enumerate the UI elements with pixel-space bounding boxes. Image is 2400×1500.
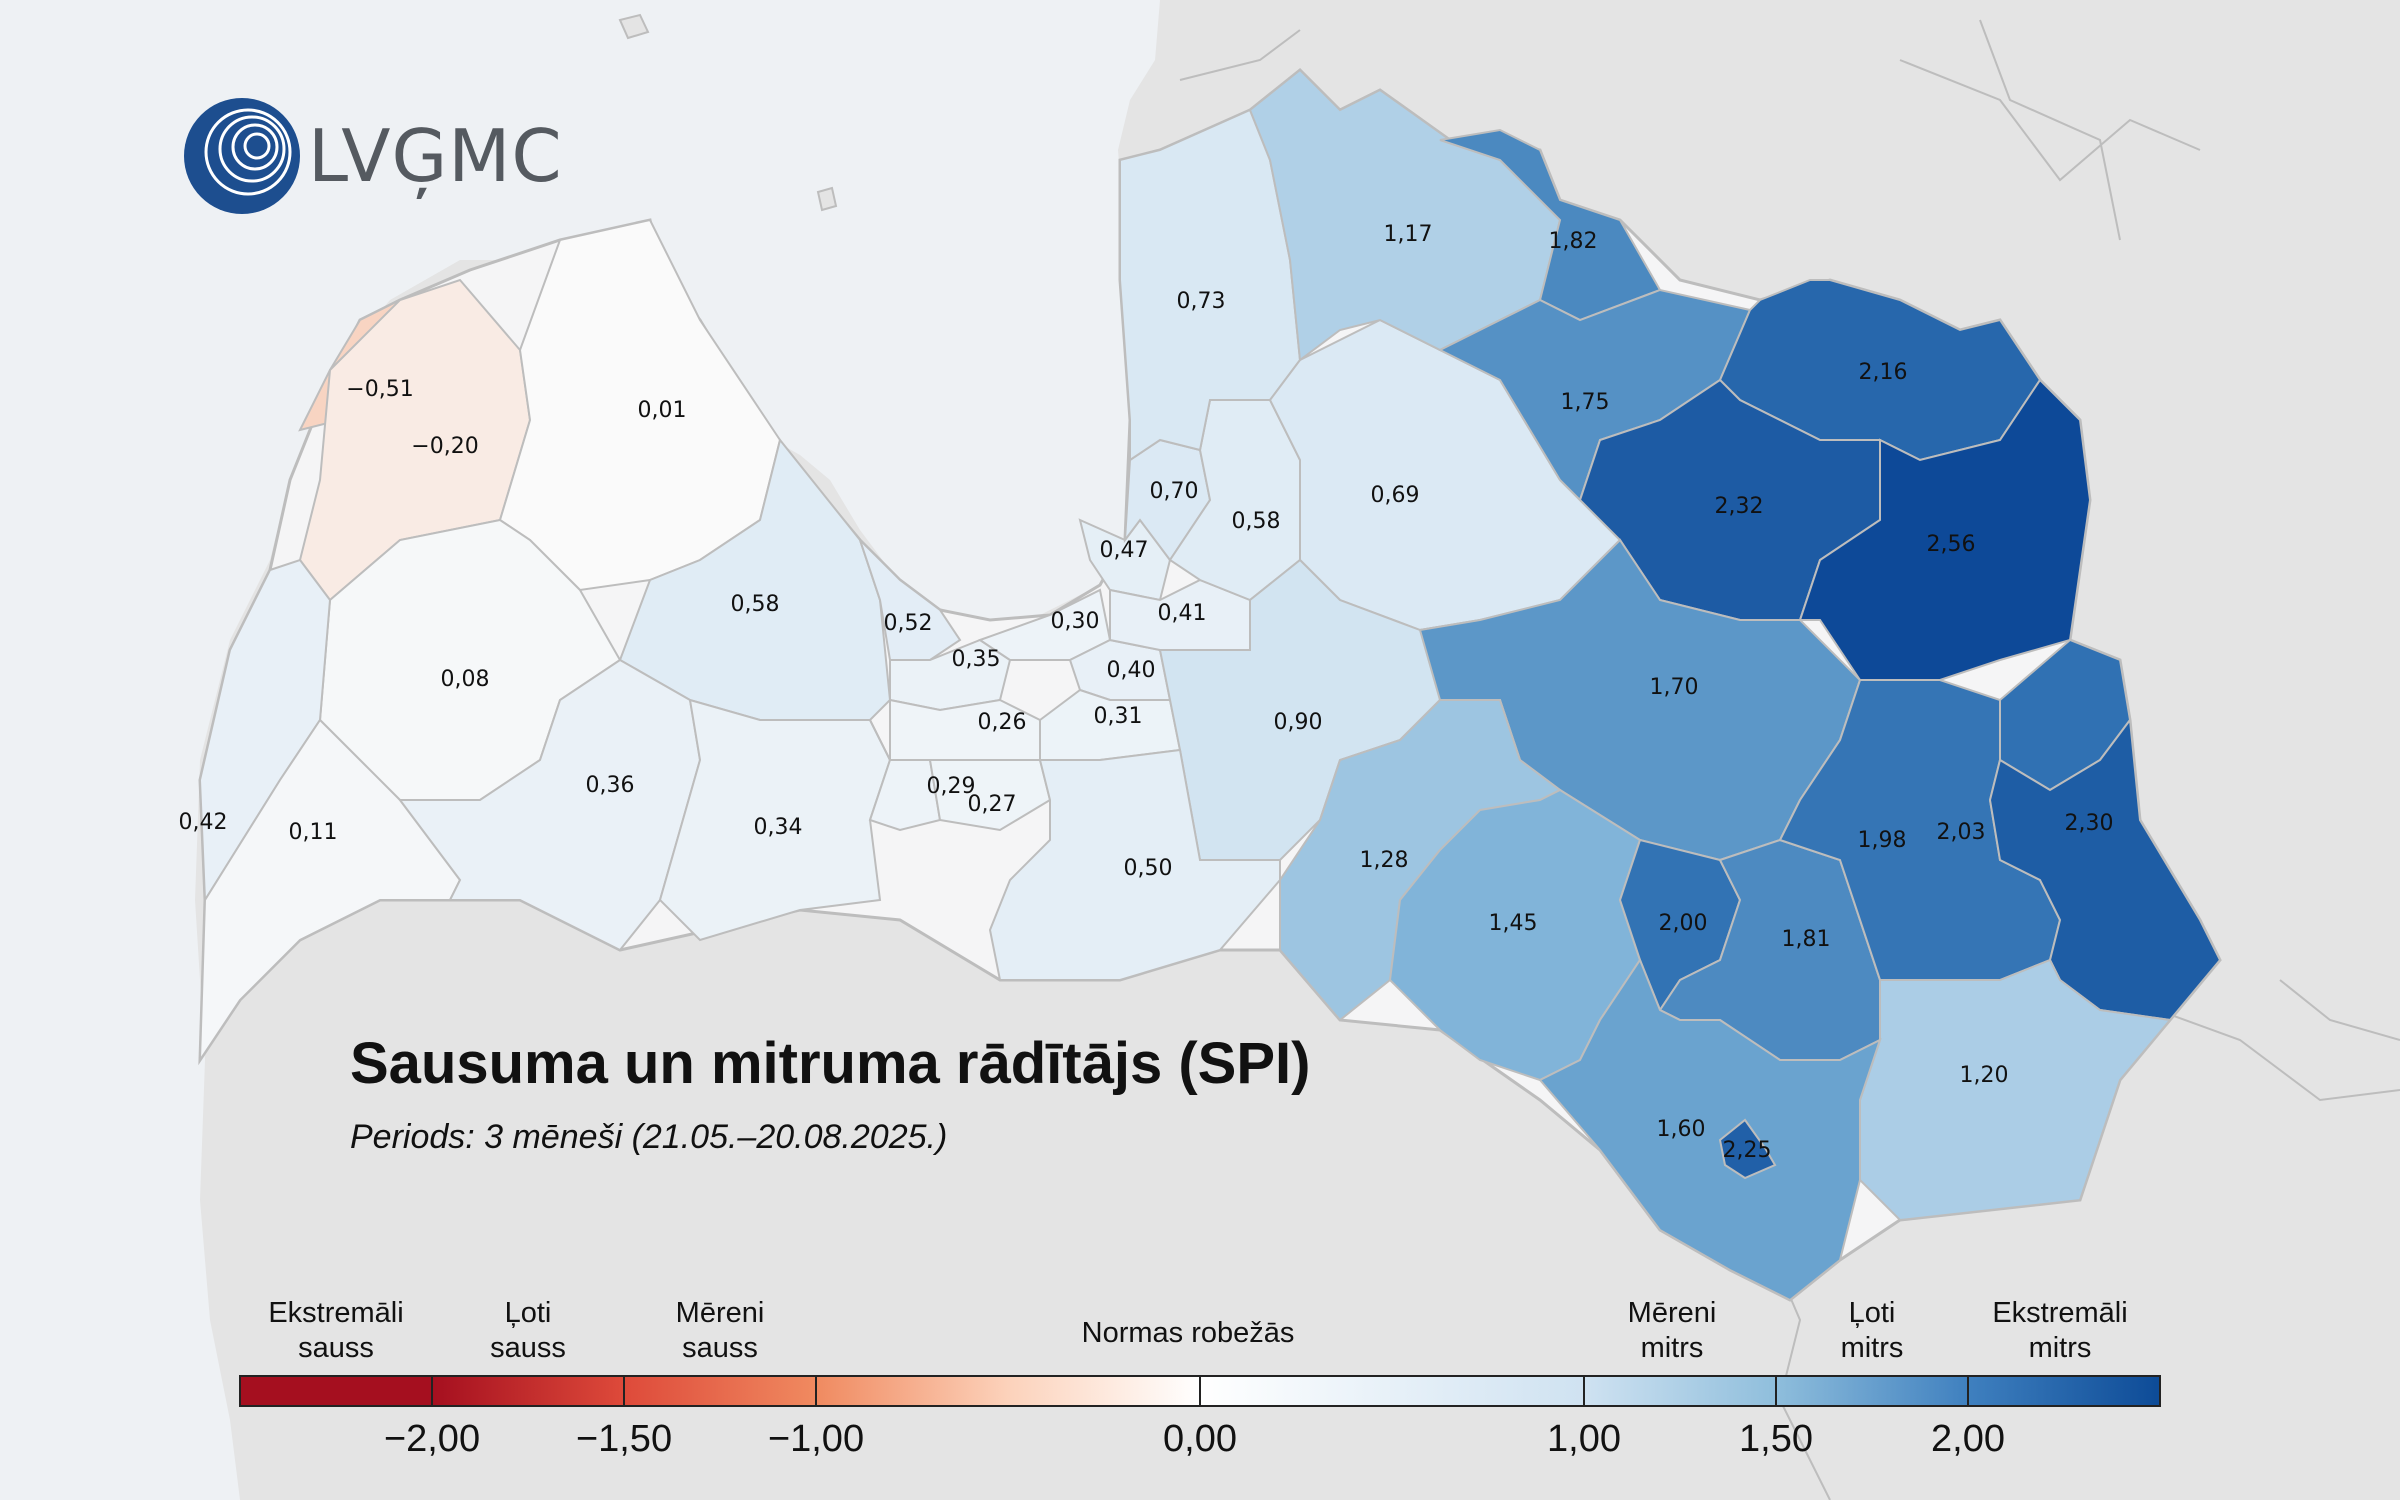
value-label: 2,56	[1927, 532, 1976, 557]
legend-category-normal: Normas robežās	[1028, 1316, 1348, 1351]
legend-category-line: sauss	[298, 1332, 374, 1364]
legend-category-line: sauss	[682, 1332, 758, 1364]
value-label: 0,58	[1232, 509, 1281, 534]
value-label: 1,75	[1561, 390, 1610, 415]
value-label: 2,25	[1723, 1138, 1772, 1163]
value-label: 0,40	[1107, 658, 1156, 683]
legend-category-line: Ļoti	[1848, 1297, 1896, 1329]
legend-category-very-dry: Ļoti sauss	[418, 1296, 638, 1366]
legend-tick-label: 2,00	[1931, 1418, 2005, 1460]
value-label: 2,16	[1859, 360, 1908, 385]
legend-category-line: sauss	[490, 1332, 566, 1364]
value-label: 0,30	[1051, 609, 1100, 634]
value-label: 0,70	[1150, 479, 1199, 504]
neighbour-borders	[1179, 19, 2400, 1500]
value-label: 0,01	[638, 398, 687, 423]
legend-tick-label: −1,00	[767, 1418, 865, 1460]
value-label: 1,98	[1858, 828, 1907, 853]
legend-category-moderate-wet: Mēreni mitrs	[1562, 1296, 1782, 1366]
value-label: 1,81	[1782, 927, 1831, 952]
legend-category-line: mitrs	[2028, 1332, 2092, 1364]
value-label: 0,73	[1177, 289, 1226, 314]
value-label: 0,42	[179, 810, 228, 835]
value-label: 0,50	[1124, 856, 1173, 881]
legend-category-very-wet: Ļoti mitrs	[1762, 1296, 1982, 1366]
legend-category-line: Ļoti	[504, 1297, 552, 1329]
logo-wordmark: LVĢMC	[308, 114, 563, 198]
legend-scale	[239, 1375, 2161, 1407]
value-label: 0,29	[927, 774, 976, 799]
island-shape	[618, 13, 650, 40]
value-label: −0,51	[346, 377, 413, 402]
municipalities	[198, 68, 2222, 1302]
legend-category-line: Mēreni	[675, 1297, 765, 1329]
municipality-j[interactable]	[859, 539, 962, 661]
value-label: 1,45	[1489, 911, 1538, 936]
value-label: −0,20	[411, 434, 478, 459]
value-label: 0,31	[1094, 704, 1143, 729]
value-label: 0,69	[1371, 483, 1420, 508]
value-label: 2,32	[1715, 494, 1764, 519]
legend-category-line: Normas robežās	[1081, 1317, 1295, 1349]
island-shape	[816, 186, 838, 212]
value-label: 0,41	[1158, 601, 1207, 626]
value-label: 1,17	[1384, 222, 1433, 247]
value-label: 0,47	[1100, 538, 1149, 563]
legend-tick-label: 1,50	[1739, 1418, 1813, 1460]
lvgmc-logo-mark	[184, 98, 300, 214]
sea-area	[0, 0, 1160, 1500]
value-label: 0,27	[968, 792, 1017, 817]
municipality-ae[interactable]	[1798, 378, 2092, 681]
value-label: 0,90	[1274, 710, 1323, 735]
legend-tick-label: −2,00	[383, 1418, 481, 1460]
value-label: 0,11	[289, 820, 338, 845]
value-labels: −0,51 −0,20 0,01 0,08 0,58 0,42 0,11 0,3…	[179, 222, 2114, 1163]
map-subtitle: Periods: 3 mēneši (21.05.–20.08.2025.)	[350, 1118, 948, 1156]
legend-category-line: Mēreni	[1627, 1297, 1717, 1329]
value-label: 1,70	[1650, 675, 1699, 700]
value-label: 0,08	[441, 667, 490, 692]
value-label: 0,36	[586, 773, 635, 798]
legend-tick-label: −1,50	[575, 1418, 673, 1460]
map-title: Sausuma un mitruma rādītājs (SPI)	[350, 1031, 1311, 1096]
legend-category-moderate-dry: Mēreni sauss	[610, 1296, 830, 1366]
value-label: 1,28	[1360, 848, 1409, 873]
legend-category-line: mitrs	[1640, 1332, 1704, 1364]
legend-tick-label: 0,00	[1163, 1418, 1237, 1460]
legend-category-line: Ekstremāli	[268, 1297, 404, 1329]
value-label: 0,58	[731, 592, 780, 617]
legend-tick-label: 1,00	[1547, 1418, 1621, 1460]
value-label: 0,52	[884, 611, 933, 636]
legend-category-line: Ekstremāli	[1992, 1297, 2128, 1329]
value-label: 1,60	[1657, 1117, 1706, 1142]
value-label: 1,20	[1960, 1063, 2009, 1088]
value-label: 2,03	[1937, 820, 1986, 845]
value-label: 0,35	[952, 647, 1001, 672]
legend-tick-marks	[431, 1376, 1969, 1406]
municipality-an[interactable]	[1859, 958, 2172, 1222]
legend-category-extreme-dry: Ekstremāli sauss	[226, 1296, 446, 1366]
municipality-m[interactable]	[868, 719, 942, 832]
value-label: 1,82	[1549, 229, 1598, 254]
municipality-y[interactable]	[988, 748, 1281, 981]
value-label: 2,30	[2065, 811, 2114, 836]
legend-category-extreme-wet: Ekstremāli mitrs	[1950, 1296, 2170, 1366]
value-label: 2,00	[1659, 911, 1708, 936]
legend-category-line: mitrs	[1840, 1332, 1904, 1364]
value-label: 0,26	[978, 710, 1027, 735]
municipality-ap[interactable]	[1718, 1118, 1777, 1180]
municipality-ao[interactable]	[1538, 957, 1882, 1302]
value-label: 0,34	[754, 815, 803, 840]
